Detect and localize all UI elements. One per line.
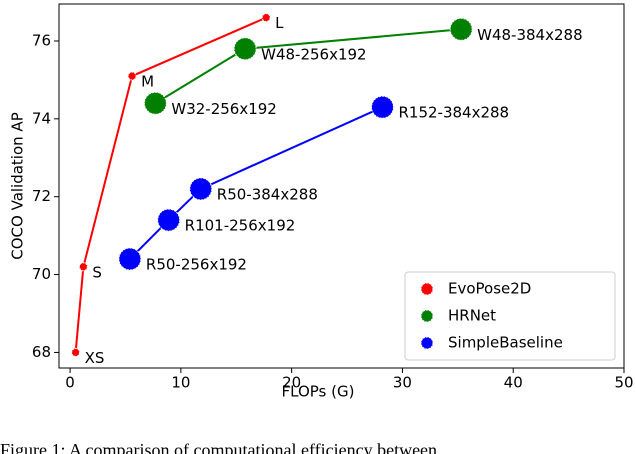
data-point	[118, 247, 142, 271]
series-line	[154, 28, 462, 105]
data-point	[127, 71, 137, 81]
legend-label: HRNet	[448, 307, 496, 325]
y-tick-label: 74	[32, 109, 51, 127]
x-tick-label: 0	[65, 374, 75, 392]
point-label: L	[275, 14, 284, 32]
point-label: W48-384x288	[477, 26, 582, 44]
x-tick-label: 50	[614, 374, 633, 392]
data-point	[78, 262, 88, 272]
point-label: S	[92, 263, 102, 281]
series-line	[74, 16, 267, 353]
x-tick-label: 30	[393, 374, 412, 392]
legend-label: EvoPose2D	[448, 280, 531, 298]
x-tick-label: 40	[504, 374, 523, 392]
y-tick-label: 72	[32, 187, 51, 205]
point-label: R152-384x288	[398, 104, 509, 122]
x-tick-label: 10	[171, 374, 190, 392]
data-point	[370, 95, 394, 119]
data-point	[449, 17, 473, 41]
y-tick-label: 76	[32, 31, 51, 49]
legend-marker	[420, 309, 434, 323]
point-label: XS	[85, 349, 105, 367]
series-line	[129, 106, 383, 260]
point-label: R50-384x288	[217, 185, 318, 203]
plot-frame	[58, 3, 625, 369]
legend-box	[404, 271, 616, 361]
data-point	[233, 37, 257, 61]
data-point	[261, 13, 271, 23]
legend-label: SimpleBaseline	[448, 334, 563, 352]
point-label: R50-256x192	[146, 255, 247, 273]
legend-marker	[420, 282, 434, 296]
point-label: W32-256x192	[171, 100, 276, 118]
data-point	[157, 208, 181, 232]
point-label: M	[141, 73, 154, 91]
x-tick-label: 20	[282, 374, 301, 392]
point-label: W48-256x192	[261, 45, 366, 63]
point-label: R101-256x192	[185, 217, 296, 235]
y-axis-label: COCO Validation AP	[9, 112, 27, 259]
data-point	[143, 91, 167, 115]
x-axis-label: FLOPs (G)	[282, 383, 355, 401]
data-point	[71, 347, 81, 357]
data-point	[189, 177, 213, 201]
legend-marker	[420, 336, 434, 350]
y-tick-label: 68	[32, 343, 51, 361]
caption: Figure 1: A comparison of computational …	[0, 440, 437, 454]
y-tick-label: 70	[32, 265, 51, 283]
